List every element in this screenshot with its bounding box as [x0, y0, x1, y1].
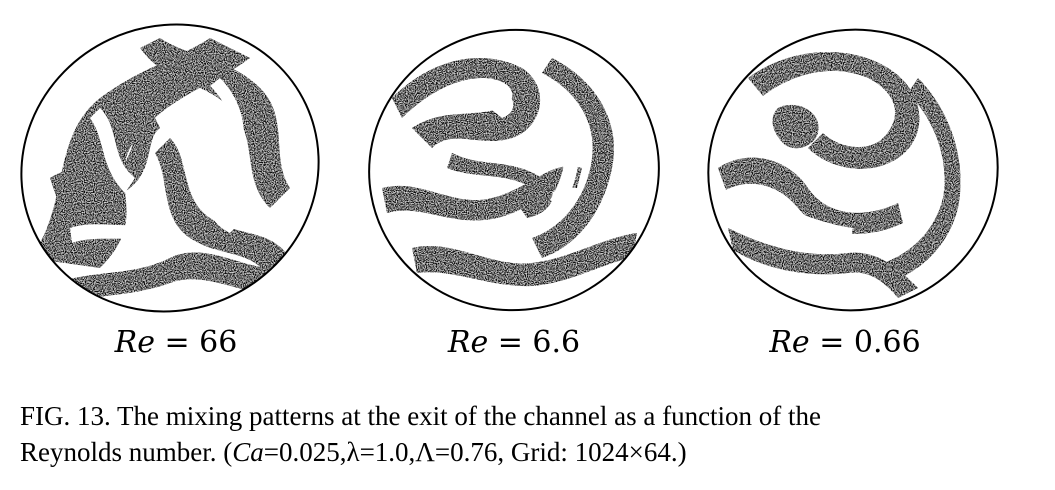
re-value: = 6.6: [488, 325, 581, 360]
caption-line-2-end: =0.025,λ=1.0,Λ=0.76, Grid: 1024×64.): [263, 437, 687, 467]
caption-line-2: Reynolds number. (Ca=0.025,λ=1.0,Λ=0.76,…: [20, 434, 1030, 470]
caption-line-1: FIG. 13. The mixing patterns at the exit…: [20, 401, 822, 431]
panel-label-re-66: Re = 66: [16, 325, 336, 360]
re-value: = 66: [154, 325, 238, 360]
mixing-pattern-re-6-6: [352, 18, 672, 318]
re-symbol: Re: [114, 325, 155, 360]
re-value: = 0.66: [809, 325, 921, 360]
re-symbol: Re: [447, 325, 489, 360]
figure-caption: FIG. 13. The mixing patterns at the exit…: [20, 398, 1030, 470]
caption-ca-symbol: Ca: [232, 437, 264, 467]
mixing-pattern-re-0-66: [688, 18, 1008, 318]
mixing-pattern-re-66: [10, 18, 330, 318]
figure-panels: Re = 66 Re = 6.6 Re = 0.66: [10, 18, 1008, 360]
panel-label-re-0-66: Re = 0.66: [685, 325, 1005, 360]
panel-label-re-6-6: Re = 6.6: [354, 325, 674, 360]
re-symbol: Re: [769, 325, 810, 360]
caption-line-2-start: Reynolds number. (: [20, 437, 233, 467]
